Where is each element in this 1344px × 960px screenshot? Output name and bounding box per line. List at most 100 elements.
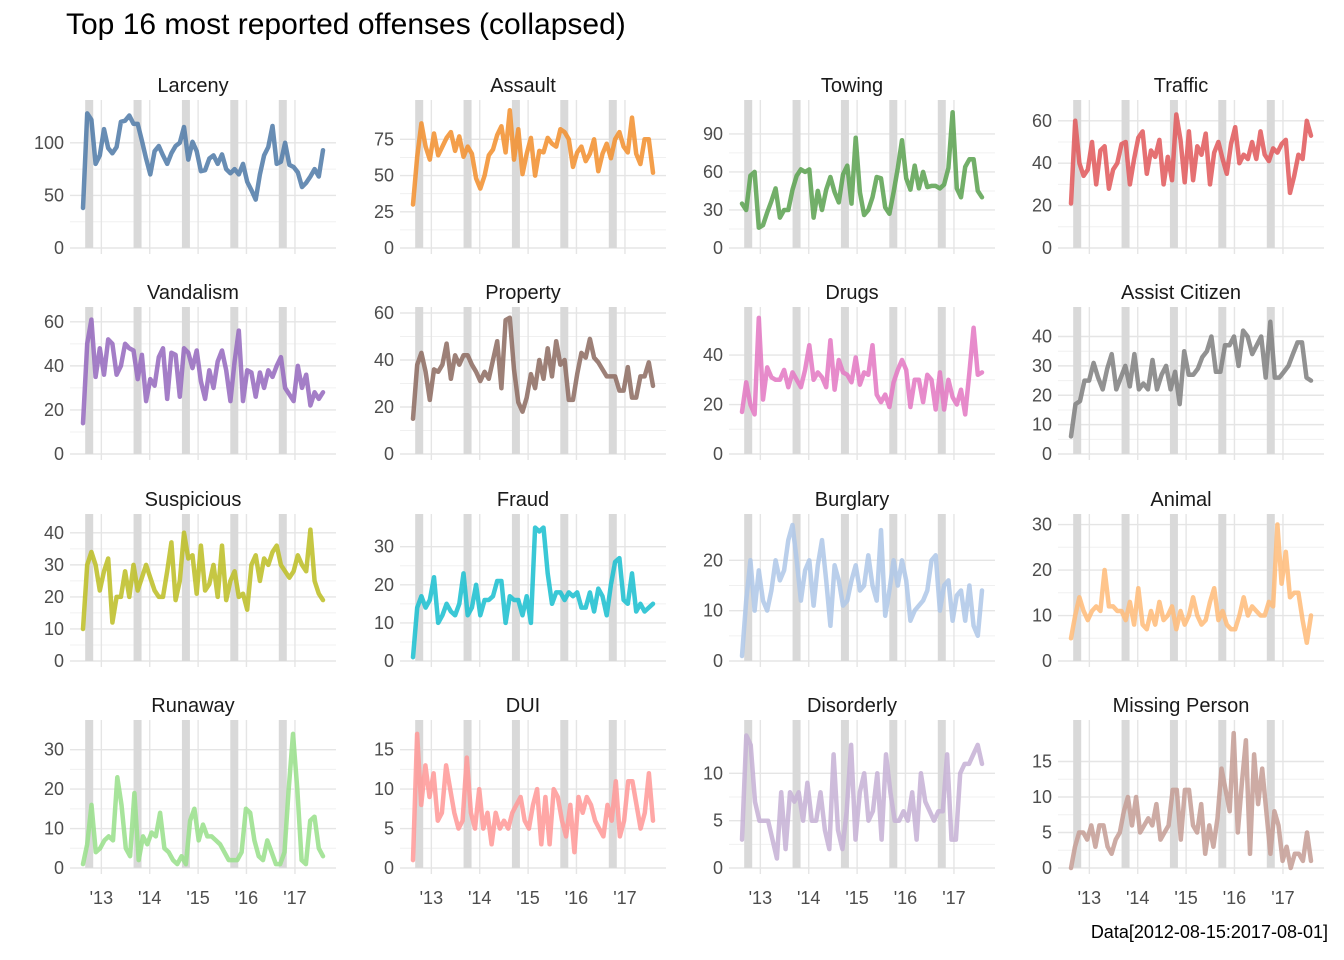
shaded-period [840,514,849,661]
y-tick-label: 10 [44,619,64,639]
panel-title: Drugs [825,282,878,304]
shaded-period [1266,514,1275,661]
shaded-period [560,514,569,661]
y-tick-label: 40 [374,350,394,370]
shaded-period [230,100,239,248]
panel-title: Suspicious [145,489,242,511]
panel-vandalism: 0 20 40 60 Vandalism [44,282,336,464]
y-tick-label: 20 [374,397,394,417]
y-tick-label: 10 [44,819,64,839]
y-tick-label: 10 [703,601,723,621]
x-tick-label: '16 [565,888,588,908]
panel-disorderly: 0 5 10 Disorderly '13 '14 '15 '16 '17 [703,695,995,908]
panel-missing-person: 0 5 10 15 Missing Person '13 '14 '15 '16 '17 [1032,695,1324,908]
panel-property: 0 20 40 60 Property [374,282,666,464]
panel-title: Larceny [157,75,228,97]
shaded-period [1218,514,1227,661]
y-tick-label: 40 [703,345,723,365]
series-line [80,317,326,426]
series-line [739,522,985,659]
y-tick-label: 10 [1032,787,1052,807]
shaded-period [889,100,898,248]
panel-larceny: 0 50 100 Larceny [34,75,336,258]
panel-title: Property [485,282,561,304]
y-tick-label: 20 [703,395,723,415]
shaded-period [608,100,617,248]
y-tick-label: 0 [1042,238,1052,258]
x-tick-label: '15 [845,888,868,908]
panel-title: Towing [821,75,883,97]
x-tick-label: '14 [797,888,820,908]
y-tick-label: 0 [1042,858,1052,878]
y-tick-label: 20 [1032,385,1052,405]
y-tick-label: 0 [54,238,64,258]
x-tick-label: '16 [235,888,258,908]
y-tick-label: 5 [1042,823,1052,843]
shaded-period [1218,720,1227,868]
panel-title: Fraud [497,489,549,511]
series-line [739,315,985,417]
series-line [80,527,326,632]
y-tick-label: 0 [54,858,64,878]
shaded-period [181,307,190,454]
shaded-period [744,100,753,248]
x-tick-label: '15 [1174,888,1197,908]
y-tick-label: 40 [1032,153,1052,173]
shaded-period [744,307,753,454]
x-tick-label: '16 [1223,888,1246,908]
shaded-period [560,307,569,454]
x-tick-label: '17 [1271,888,1294,908]
x-tick-label: '15 [516,888,539,908]
y-tick-label: 15 [374,740,394,760]
series-line [410,731,656,863]
shaded-period [840,307,849,454]
chart-caption: Data[2012-08-15:2017-08-01] [1090,922,1328,942]
y-tick-label: 0 [713,238,723,258]
x-tick-label: '13 [90,888,113,908]
y-tick-label: 30 [703,200,723,220]
y-tick-label: 20 [44,587,64,607]
series-line [410,315,656,422]
y-tick-label: 10 [374,779,394,799]
x-tick-label: '13 [420,888,443,908]
shaded-period [133,720,142,868]
shaded-period [1266,720,1275,868]
y-tick-label: 20 [703,550,723,570]
shaded-period [889,720,898,868]
panel-title: Assist Citizen [1121,282,1241,304]
y-tick-label: 40 [1032,327,1052,347]
panel-animal: 0 10 20 30 Animal [1032,489,1324,671]
y-tick-label: 60 [374,303,394,323]
shaded-period [1121,514,1130,661]
shaded-period [1121,307,1130,454]
shaded-period [744,720,753,868]
shaded-period [1266,307,1275,454]
y-tick-label: 0 [384,858,394,878]
x-tick-label: '14 [138,888,161,908]
shaded-period [560,720,569,868]
series-line [80,111,326,211]
y-tick-label: 0 [713,651,723,671]
y-tick-label: 10 [374,613,394,633]
y-tick-label: 90 [703,124,723,144]
shaded-period [415,307,424,454]
x-tick-label: '17 [942,888,965,908]
shaded-period [415,100,424,248]
series-line [1068,522,1314,646]
series-line [410,108,656,207]
y-tick-label: 30 [44,740,64,760]
x-tick-label: '13 [749,888,772,908]
series-line [739,733,985,861]
chart-title: Top 16 most reported offenses (collapsed… [66,8,626,41]
y-tick-label: 5 [713,811,723,831]
y-tick-label: 0 [1042,651,1052,671]
shaded-period [608,307,617,454]
y-tick-label: 20 [374,575,394,595]
y-tick-label: 100 [34,133,64,153]
shaded-period [85,100,94,248]
shaded-period [1121,720,1130,868]
panel-drugs: 0 20 40 Drugs [703,282,995,464]
y-tick-label: 5 [384,819,394,839]
series-line [410,525,656,660]
